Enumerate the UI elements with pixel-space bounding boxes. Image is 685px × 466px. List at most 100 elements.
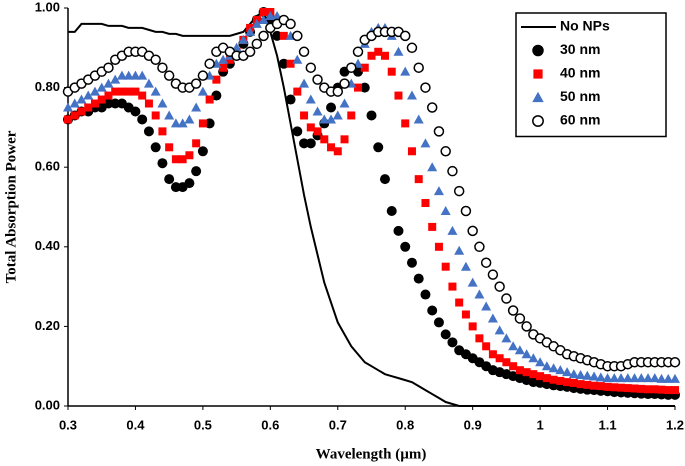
x-tick-label: 0.3 (59, 417, 77, 432)
point (164, 110, 175, 120)
point (70, 111, 79, 120)
point (157, 62, 168, 73)
point (440, 146, 451, 157)
point (670, 373, 680, 383)
point (595, 372, 606, 382)
point (379, 174, 390, 185)
point (332, 110, 343, 120)
point (454, 245, 465, 255)
x-axis-title: Wavelength (µm) (316, 446, 427, 462)
point (535, 357, 546, 367)
point (292, 54, 303, 64)
legend-marker (532, 115, 544, 127)
point (77, 107, 86, 116)
point (191, 166, 202, 177)
point (669, 356, 681, 368)
point (177, 118, 188, 128)
point (171, 155, 180, 164)
point (650, 385, 659, 394)
point (300, 111, 309, 120)
point (157, 158, 168, 169)
point (663, 373, 674, 383)
point (185, 151, 194, 160)
point (292, 30, 303, 42)
point (103, 78, 114, 88)
point (123, 70, 134, 80)
point (603, 382, 612, 391)
point (448, 282, 457, 291)
point (312, 74, 323, 85)
legend-label: No NPs (560, 18, 610, 34)
legend-label: 30 nm (560, 41, 600, 57)
point (178, 155, 187, 164)
point (165, 143, 174, 152)
point (339, 98, 350, 108)
point (278, 58, 289, 69)
point (433, 126, 445, 137)
point (447, 165, 458, 177)
point (184, 178, 195, 189)
point (305, 138, 316, 149)
point (305, 62, 317, 73)
point (541, 361, 552, 371)
point (164, 174, 175, 185)
point (568, 369, 579, 379)
point (548, 363, 559, 373)
point (205, 95, 214, 104)
point (258, 14, 269, 24)
point (76, 94, 87, 104)
legend-marker (532, 44, 544, 57)
point (433, 317, 444, 328)
y-tick-label: 0.00 (35, 397, 60, 412)
point (184, 114, 195, 124)
point (521, 349, 532, 359)
point (143, 126, 154, 137)
x-tick-label: 1.1 (599, 417, 617, 432)
point (137, 70, 148, 80)
point (529, 370, 538, 379)
point (63, 102, 73, 112)
point (298, 46, 310, 58)
point (447, 337, 458, 348)
point (111, 87, 120, 96)
point (413, 114, 424, 124)
point (158, 127, 167, 136)
point (556, 376, 565, 385)
point (89, 86, 100, 96)
y-tick-label: 1.00 (35, 0, 60, 14)
point (192, 139, 201, 148)
point (501, 333, 512, 343)
point (116, 70, 127, 80)
point (467, 277, 478, 287)
point (487, 269, 499, 280)
point (528, 353, 539, 363)
point (332, 86, 344, 97)
point (590, 381, 599, 390)
point (643, 373, 654, 383)
point (279, 31, 288, 40)
point (629, 373, 640, 383)
point (352, 46, 364, 58)
point (617, 383, 626, 392)
point (440, 205, 451, 215)
point (218, 54, 229, 64)
point (69, 98, 80, 108)
point (393, 46, 404, 56)
point (420, 289, 431, 300)
point (623, 384, 632, 393)
point (359, 82, 370, 93)
point (306, 123, 315, 132)
point (649, 373, 660, 383)
point (272, 30, 283, 41)
y-tick-label: 0.80 (35, 79, 60, 94)
point (367, 51, 376, 60)
point (190, 78, 202, 89)
point (502, 358, 511, 367)
point (441, 262, 450, 271)
legend-marker (533, 69, 543, 79)
line (68, 10, 675, 407)
point (219, 63, 228, 72)
point (406, 42, 418, 54)
point (313, 127, 322, 136)
